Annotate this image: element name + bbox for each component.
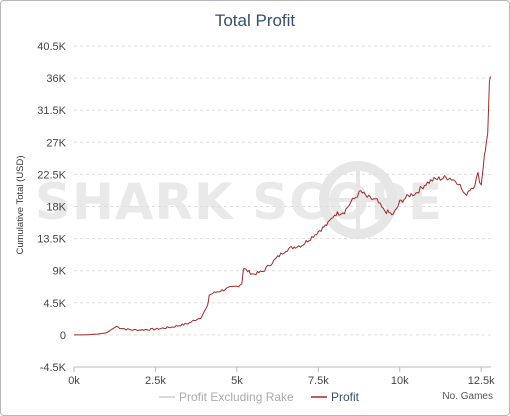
y-tick-label: 36K	[46, 73, 66, 85]
x-axis-ticks: 0k 2.5k 5k 7.5k 10k 12.5k	[68, 367, 495, 387]
chart-title: Total Profit	[215, 11, 296, 30]
y-axis-ticks: -4.5K 0 4.5K 9K 13.5K 18K 22.5K 27K 31.5K 36K 40.5…	[37, 41, 66, 374]
legend-label-profit: Profit	[331, 390, 360, 404]
y-tick-label: 4.5K	[43, 298, 66, 310]
x-tick-label: 2.5k	[145, 375, 166, 387]
series-lines	[74, 76, 492, 336]
x-tick-label: 7.5k	[308, 375, 329, 387]
legend-item-profit-excluding-rake[interactable]: Profit Excluding Rake	[159, 390, 294, 404]
y-tick-label: 9K	[53, 266, 67, 278]
y-tick-label: 22.5K	[37, 169, 66, 181]
y-tick-label: -4.5K	[40, 362, 67, 374]
x-tick-label: 10k	[391, 375, 409, 387]
y-axis-title: Cumulative Total (USD)	[15, 155, 26, 254]
x-tick-label: 0k	[68, 375, 80, 387]
legend-item-profit[interactable]: Profit	[311, 390, 360, 404]
y-tick-label: 0	[60, 330, 66, 342]
x-tick-label: 5k	[231, 375, 243, 387]
x-axis-title: No. Games	[442, 391, 493, 402]
y-tick-label: 13.5K	[37, 234, 66, 246]
legend-label-profit-excluding-rake: Profit Excluding Rake	[179, 390, 294, 404]
series-line-profit	[74, 76, 492, 336]
x-tick-label: 12.5k	[468, 375, 495, 387]
y-tick-label: 40.5K	[37, 41, 66, 53]
legend: Profit Excluding Rake Profit	[159, 390, 360, 404]
y-tick-label: 31.5K	[37, 105, 66, 117]
watermark: SHARK SCOPE	[35, 161, 442, 239]
y-tick-label: 18K	[46, 202, 66, 214]
y-tick-label: 27K	[46, 137, 66, 149]
